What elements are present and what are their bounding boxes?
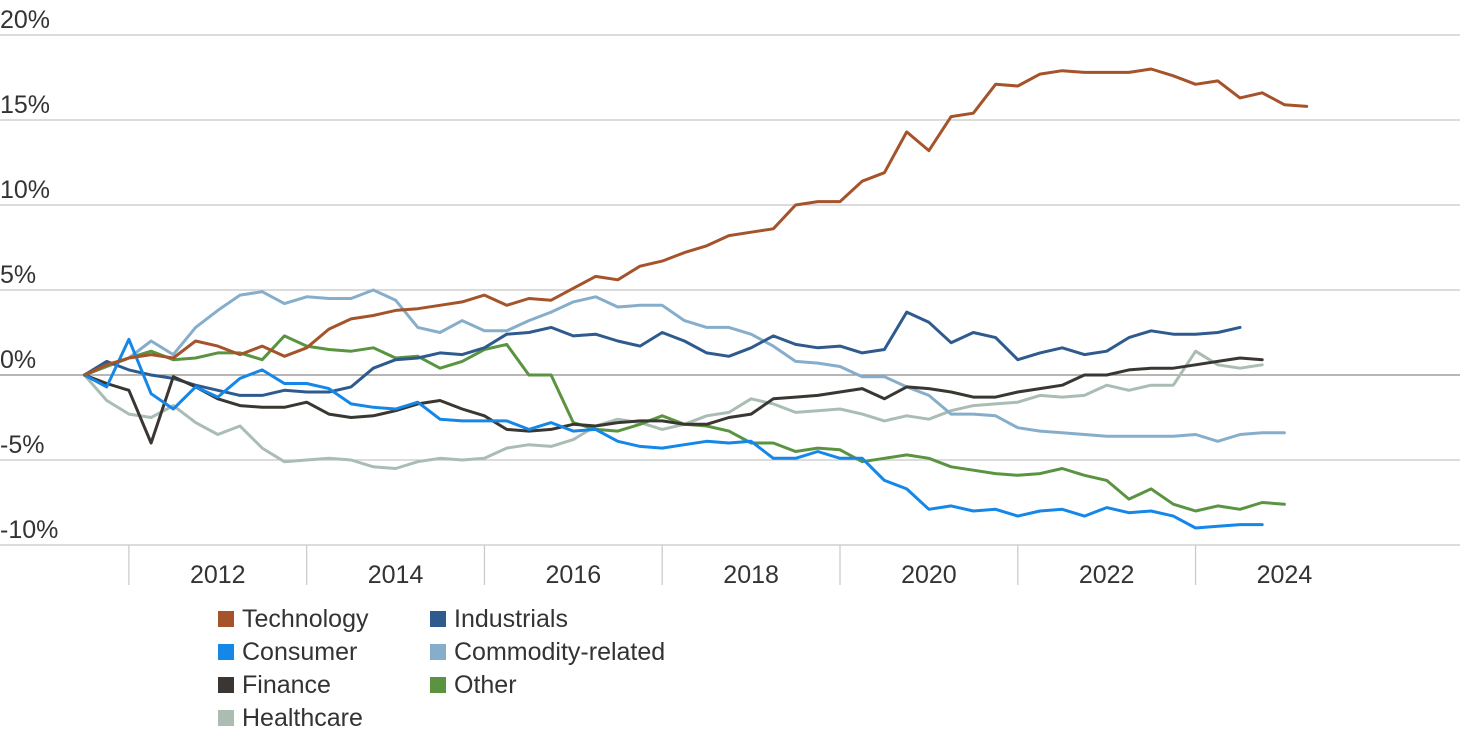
y-tick-label: 0% (0, 346, 36, 374)
legend-item-finance: Finance (218, 670, 430, 700)
x-tick-label: 2020 (901, 561, 957, 589)
legend-swatch (430, 644, 446, 660)
legend-swatch (430, 677, 446, 693)
legend-label: Finance (242, 670, 331, 699)
legend-label: Industrials (454, 604, 568, 633)
legend-label: Commodity-related (454, 637, 666, 666)
legend-label: Other (454, 670, 517, 699)
chart-canvas: 20% 15% 10% 5% 0% -5% -10% 2012 2014 2016 2018 2020… (0, 6, 1460, 589)
x-tick-label: 2012 (190, 561, 246, 589)
series-line-commodity-related (82, 288, 1286, 443)
series-line-consumer (82, 337, 1264, 530)
legend-item-healthcare: Healthcare (218, 703, 430, 733)
series-line-technology (82, 67, 1309, 377)
y-tick-label: 5% (0, 261, 36, 289)
legend: Technology Industrials Consumer Commodit… (218, 604, 710, 733)
y-tick-label: -5% (0, 431, 44, 459)
legend-swatch (218, 677, 234, 693)
series-line-healthcare (82, 349, 1264, 470)
legend-item-consumer: Consumer (218, 637, 430, 667)
y-tick-label: 10% (0, 176, 50, 204)
y-tick-label: 20% (0, 6, 50, 34)
series-line-finance (82, 356, 1264, 445)
x-tick-label: 2018 (723, 561, 779, 589)
legend-item-industrials: Industrials (430, 604, 710, 634)
legend-label: Consumer (242, 637, 358, 666)
series-line-industrials (82, 310, 1242, 397)
legend-swatch (218, 644, 234, 660)
legend-label: Healthcare (242, 703, 363, 732)
y-tick-label: 15% (0, 91, 50, 119)
legend-item-technology: Technology (218, 604, 430, 634)
legend-item-other: Other (430, 670, 710, 700)
legend-item-commodity-related: Commodity-related (430, 637, 710, 667)
x-tick-label: 2016 (546, 561, 602, 589)
legend-swatch (430, 611, 446, 627)
x-tick-label: 2022 (1079, 561, 1135, 589)
x-tick-label: 2014 (368, 561, 424, 589)
legend-label: Technology (242, 604, 369, 633)
legend-swatch (218, 611, 234, 627)
x-tick-label: 2024 (1257, 561, 1313, 589)
legend-swatch (218, 710, 234, 726)
y-tick-label: -10% (0, 516, 58, 544)
